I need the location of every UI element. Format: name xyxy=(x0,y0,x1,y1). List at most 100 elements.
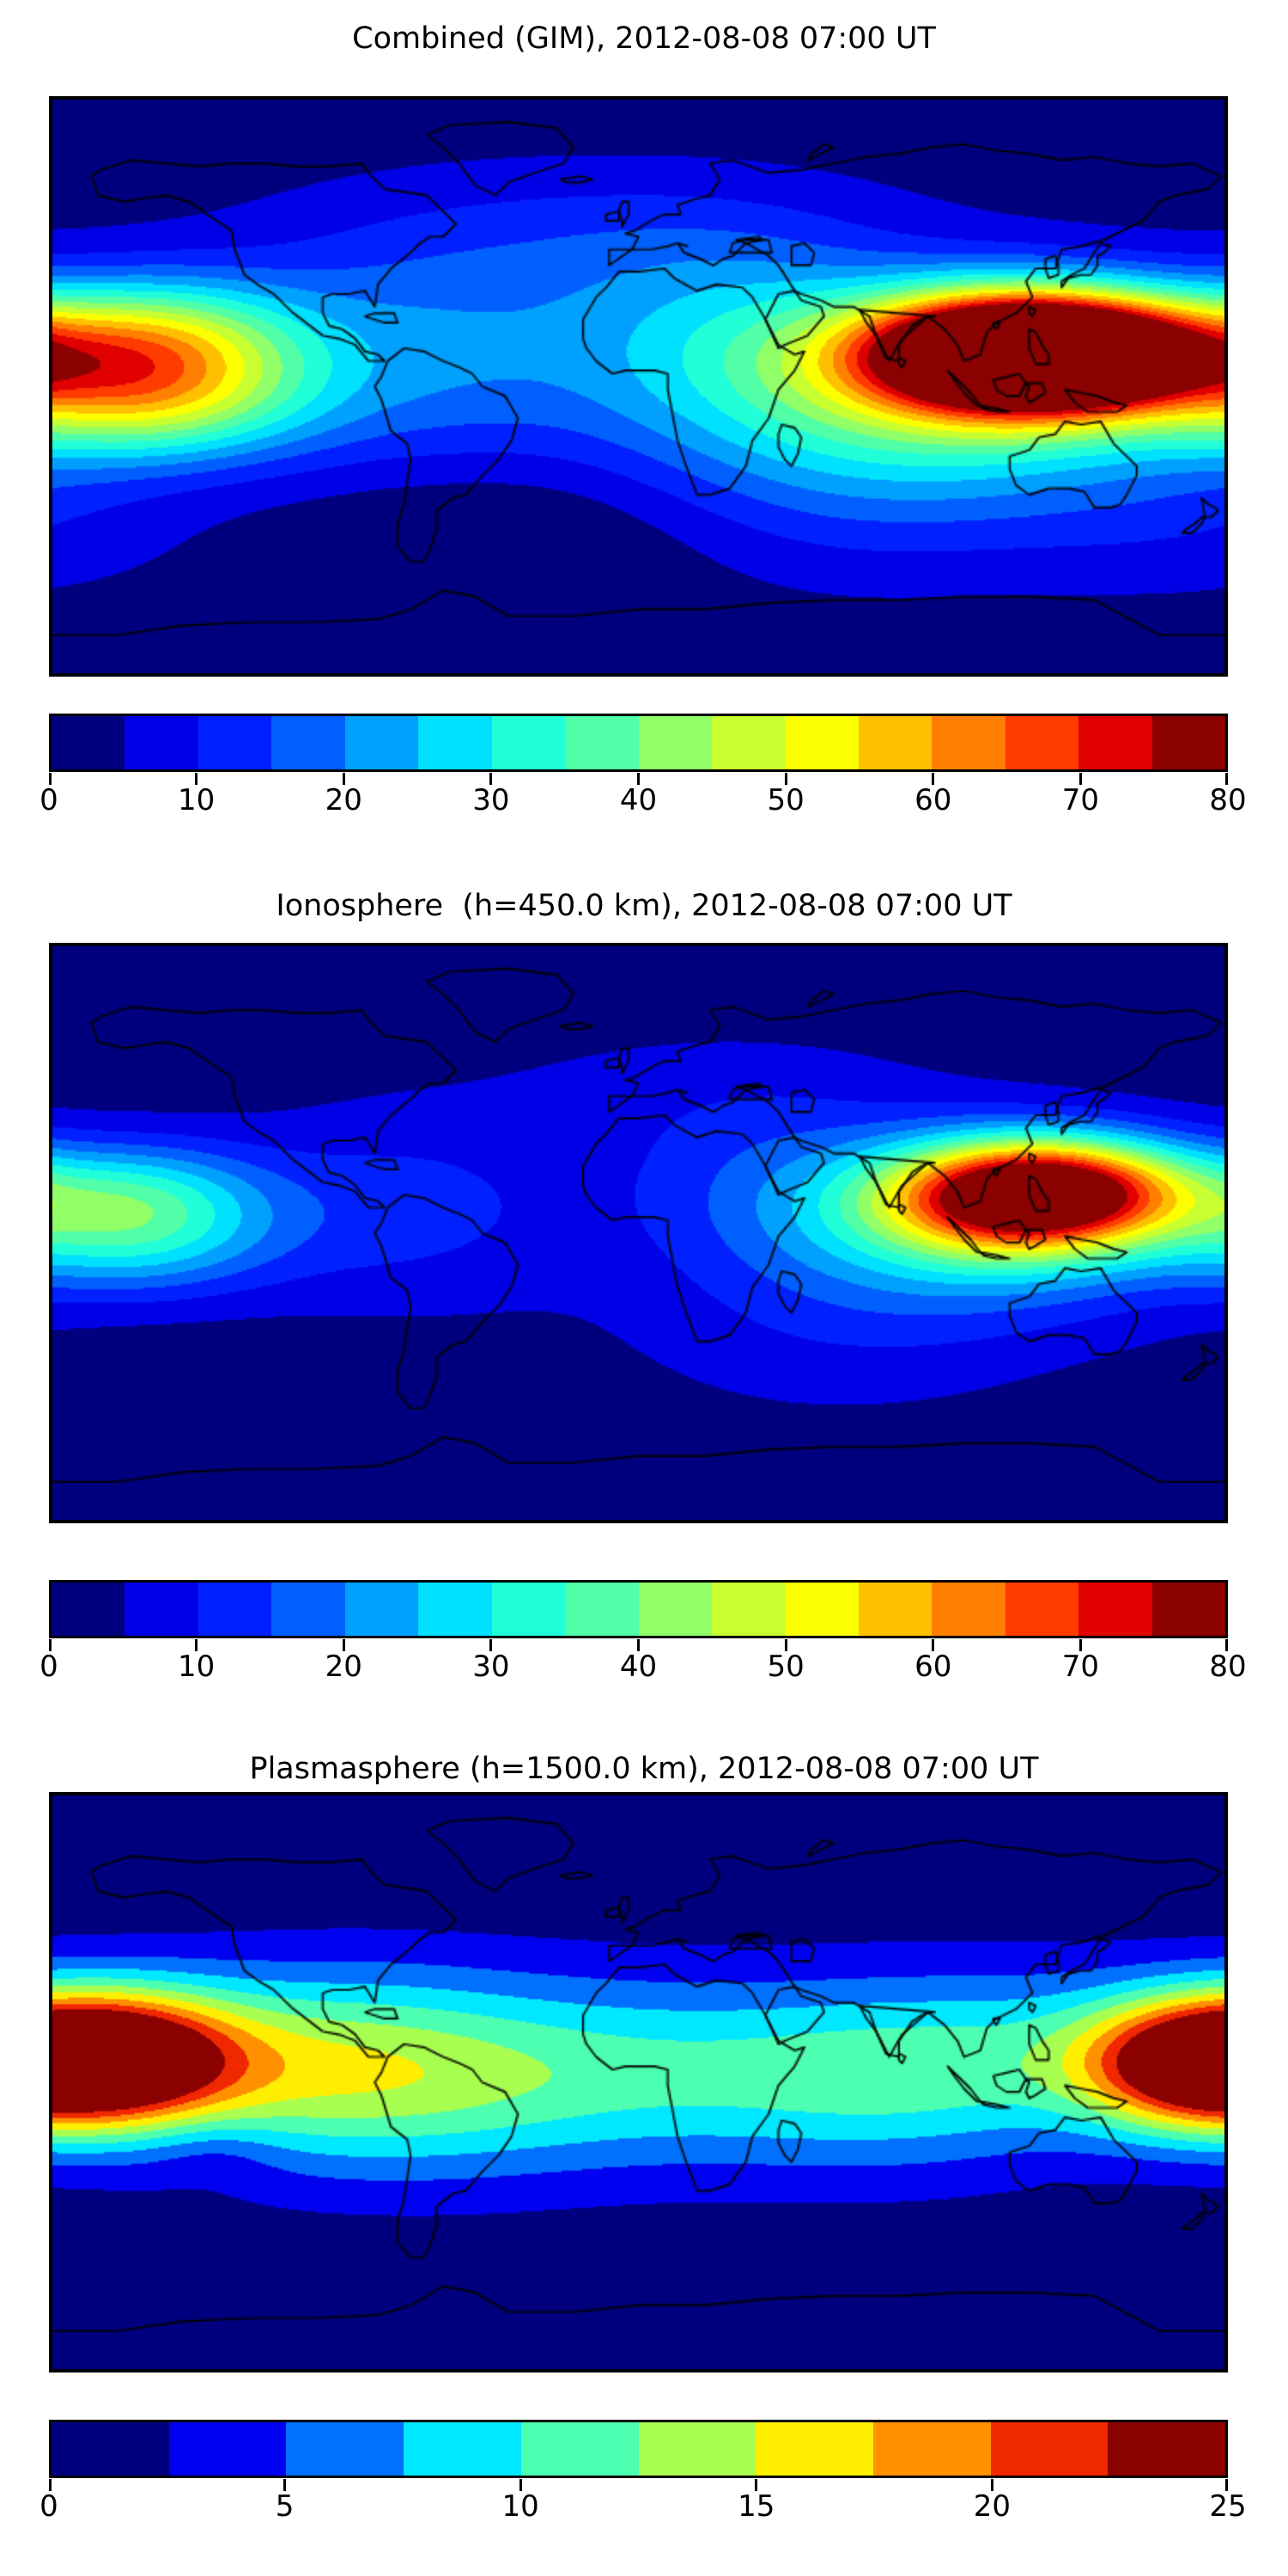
colorbar-tick-label: 5 xyxy=(275,2489,295,2524)
panel-combined-canvas xyxy=(52,100,1224,673)
colorbar-segment xyxy=(125,716,198,769)
colorbar-tick xyxy=(49,2479,52,2491)
colorbar-tick-label: 30 xyxy=(472,1649,510,1684)
colorbar-segment xyxy=(344,716,419,769)
colorbar-tick-label: 15 xyxy=(738,2489,775,2524)
colorbar-tick xyxy=(519,2479,522,2491)
colorbar-tick xyxy=(755,2479,758,2491)
colorbar-tick xyxy=(990,2479,993,2491)
colorbar-tick xyxy=(49,1639,52,1651)
colorbar-tick xyxy=(342,773,345,785)
colorbar-segment xyxy=(52,2422,169,2476)
panel-plasmasphere-map xyxy=(49,1792,1228,2372)
colorbar-tick-label: 80 xyxy=(1209,1649,1247,1684)
panel-combined-title: Combined (GIM), 2012-08-08 07:00 UT xyxy=(352,21,936,56)
colorbar-segment xyxy=(1151,716,1225,769)
colorbar-tick xyxy=(195,773,198,785)
colorbar-segment xyxy=(1151,1583,1225,1636)
colorbar-segment xyxy=(565,1583,639,1636)
colorbar-segment xyxy=(197,1583,272,1636)
panel-combined-colorbar[interactable] xyxy=(49,714,1228,772)
colorbar-tick-label: 10 xyxy=(177,1649,216,1684)
colorbar-segment xyxy=(858,1583,933,1636)
colorbar-segment xyxy=(52,1583,125,1636)
panel-combined-colorbar-labels: 0 10 20 30 40 50 60 70 80 xyxy=(0,783,1288,823)
colorbar-tick-label: 20 xyxy=(973,2489,1012,2524)
colorbar-segment xyxy=(344,1583,419,1636)
colorbar-segment xyxy=(404,2422,521,2476)
colorbar-segment xyxy=(785,716,859,769)
colorbar-segment xyxy=(932,1583,1005,1636)
colorbar-segment xyxy=(168,2422,287,2476)
panel-ionosphere-colorbar[interactable] xyxy=(49,1580,1228,1638)
colorbar-segment xyxy=(271,1583,345,1636)
colorbar-segment xyxy=(418,1583,492,1636)
colorbar-segment xyxy=(932,716,1005,769)
colorbar-tick xyxy=(489,773,493,785)
colorbar-segment xyxy=(1108,2422,1225,2476)
colorbar-segment xyxy=(286,2422,404,2476)
colorbar-segment xyxy=(756,2422,873,2476)
colorbar-segment xyxy=(520,2422,639,2476)
colorbar-segment xyxy=(491,1583,566,1636)
panel-ionosphere-map xyxy=(49,943,1228,1523)
colorbar-segment xyxy=(418,716,492,769)
colorbar-tick-label: 70 xyxy=(1061,783,1100,817)
panel-ionosphere-colorbar-labels: 0 10 20 30 40 50 60 70 80 xyxy=(0,1649,1288,1689)
colorbar-segment xyxy=(785,1583,859,1636)
colorbar-segment xyxy=(1078,1583,1152,1636)
colorbar-tick xyxy=(1225,2479,1228,2491)
colorbar-tick-label: 80 xyxy=(1209,783,1247,817)
colorbar-tick-label: 20 xyxy=(325,1649,362,1684)
colorbar-segment xyxy=(858,716,933,769)
colorbar-tick xyxy=(1078,773,1082,785)
colorbar-tick-label: 20 xyxy=(325,783,362,817)
panel-combined-colorbar-ticks xyxy=(49,773,1228,785)
colorbar-segment xyxy=(197,716,272,769)
colorbar-segment xyxy=(125,1583,198,1636)
colorbar-tick-label: 10 xyxy=(501,2489,539,2524)
colorbar-tick-label: 25 xyxy=(1209,2489,1247,2524)
colorbar-segment xyxy=(711,1583,786,1636)
colorbar-tick xyxy=(49,773,52,785)
colorbar-tick-label: 0 xyxy=(39,783,58,817)
colorbar-tick xyxy=(784,1639,787,1651)
colorbar-tick xyxy=(637,1639,640,1651)
colorbar-tick-label: 10 xyxy=(177,783,216,817)
colorbar-tick-label: 40 xyxy=(619,783,658,817)
colorbar-segment xyxy=(271,716,345,769)
panel-combined-map xyxy=(49,96,1228,677)
colorbar-segment xyxy=(1005,1583,1079,1636)
colorbar-tick xyxy=(489,1639,493,1651)
colorbar-tick xyxy=(195,1639,198,1651)
colorbar-segment xyxy=(638,716,712,769)
panel-ionosphere-colorbar-ticks xyxy=(49,1639,1228,1651)
panel-ionosphere-canvas xyxy=(52,946,1224,1520)
colorbar-segment xyxy=(638,2422,756,2476)
colorbar-tick-label: 70 xyxy=(1061,1649,1100,1684)
colorbar-segment xyxy=(1005,716,1079,769)
colorbar-tick xyxy=(342,1639,345,1651)
colorbar-tick-label: 60 xyxy=(914,783,952,817)
colorbar-tick-label: 60 xyxy=(914,1649,952,1684)
colorbar-tick xyxy=(932,1639,935,1651)
colorbar-segment xyxy=(491,716,566,769)
colorbar-tick xyxy=(283,2479,287,2491)
colorbar-tick xyxy=(637,773,640,785)
panel-ionosphere-title: Ionosphere (h=450.0 km), 2012-08-08 07:0… xyxy=(276,889,1012,923)
colorbar-segment xyxy=(872,2422,991,2476)
panel-plasmasphere-colorbar-ticks xyxy=(49,2479,1228,2491)
colorbar-segment xyxy=(1078,716,1152,769)
colorbar-tick xyxy=(932,773,935,785)
colorbar-segment xyxy=(52,716,125,769)
colorbar-segment xyxy=(565,716,639,769)
panel-plasmasphere-colorbar[interactable] xyxy=(49,2420,1228,2478)
colorbar-tick xyxy=(1225,1639,1228,1651)
colorbar-segment xyxy=(711,716,786,769)
colorbar-tick-label: 40 xyxy=(619,1649,658,1684)
colorbar-tick-label: 50 xyxy=(767,1649,805,1684)
colorbar-tick-label: 0 xyxy=(39,2489,58,2524)
colorbar-tick-label: 0 xyxy=(39,1649,58,1684)
panel-plasmasphere-colorbar-labels: 0 5 10 15 20 25 xyxy=(0,2489,1288,2529)
colorbar-tick xyxy=(784,773,787,785)
